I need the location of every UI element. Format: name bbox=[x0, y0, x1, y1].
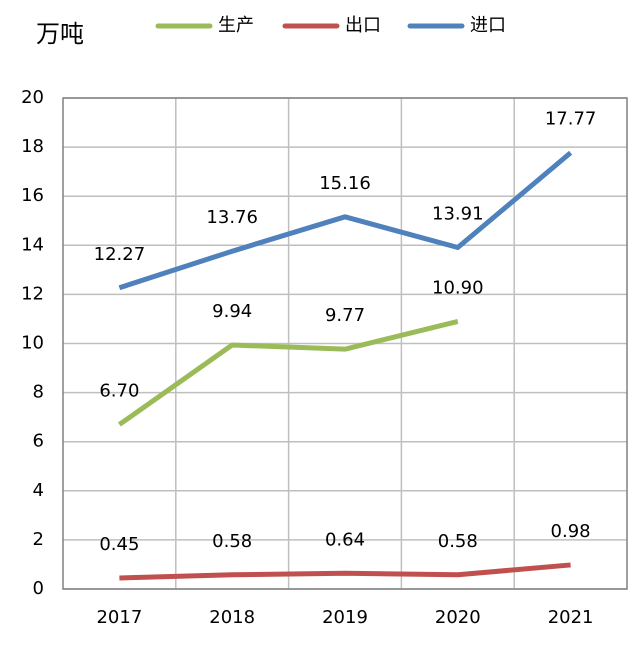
data-label: 0.58 bbox=[438, 531, 478, 552]
data-label: 0.64 bbox=[325, 529, 365, 550]
y-tick-label: 18 bbox=[21, 136, 44, 157]
y-tick-label: 2 bbox=[33, 529, 44, 550]
data-label: 13.91 bbox=[432, 204, 484, 225]
x-tick-label: 2018 bbox=[209, 607, 255, 628]
x-tick-label: 2019 bbox=[322, 607, 368, 628]
y-tick-label: 14 bbox=[21, 234, 44, 255]
x-tick-label: 2020 bbox=[435, 607, 481, 628]
data-label: 10.90 bbox=[432, 277, 484, 298]
y-tick-label: 4 bbox=[33, 480, 44, 501]
data-label: 9.94 bbox=[212, 301, 252, 322]
plot-frame bbox=[62, 97, 628, 590]
series-line bbox=[117, 318, 459, 427]
data-label: 0.58 bbox=[212, 531, 252, 552]
legend-label: 进口 bbox=[470, 15, 506, 36]
data-label: 9.77 bbox=[325, 305, 365, 326]
data-label: 13.76 bbox=[206, 207, 258, 228]
y-tick-label: 12 bbox=[21, 283, 44, 304]
data-label: 17.77 bbox=[545, 109, 597, 130]
series-line bbox=[119, 562, 571, 581]
data-label: 15.16 bbox=[319, 173, 371, 194]
legend-label: 出口 bbox=[345, 15, 381, 36]
data-label: 12.27 bbox=[94, 244, 146, 265]
data-label: 0.45 bbox=[99, 534, 139, 555]
data-label: 0.98 bbox=[551, 521, 591, 542]
y-tick-label: 6 bbox=[33, 431, 44, 452]
data-label: 6.70 bbox=[99, 381, 139, 402]
y-tick-label: 8 bbox=[33, 382, 44, 403]
unit-label: 万吨 bbox=[36, 20, 84, 48]
y-tick-label: 20 bbox=[21, 87, 44, 108]
series-line bbox=[118, 150, 573, 291]
y-tick-label: 10 bbox=[21, 333, 44, 354]
y-tick-label: 16 bbox=[21, 185, 44, 206]
y-tick-label: 0 bbox=[33, 578, 44, 599]
x-tick-label: 2017 bbox=[96, 607, 142, 628]
legend-label: 生产 bbox=[218, 15, 254, 36]
x-tick-label: 2021 bbox=[548, 607, 594, 628]
